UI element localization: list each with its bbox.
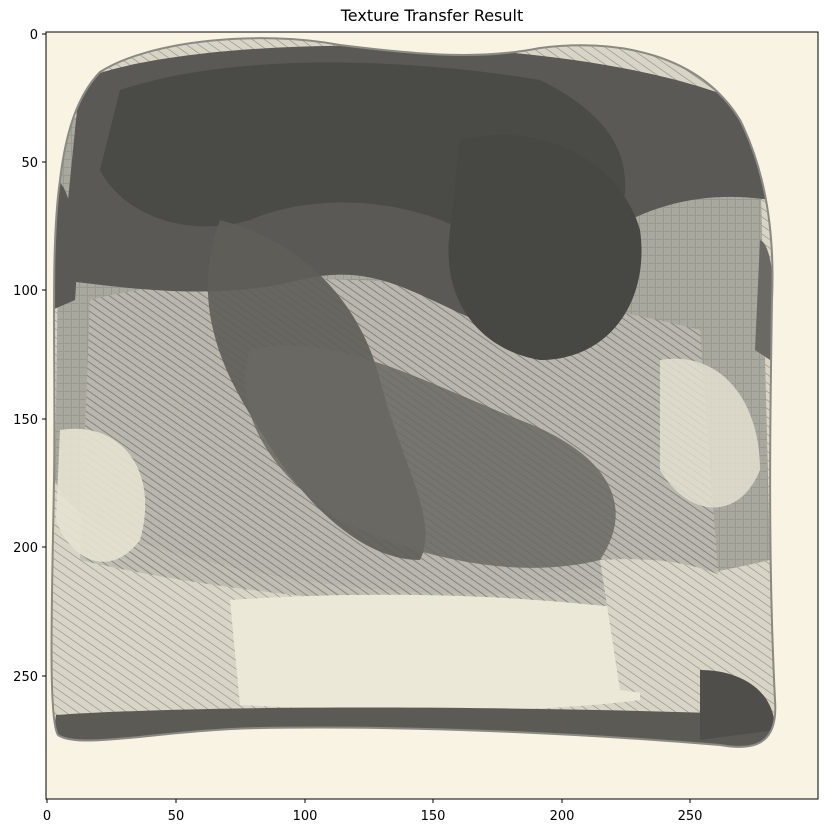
- y-tick-label: 50: [21, 156, 38, 171]
- y-tick-label: 250: [13, 670, 38, 685]
- x-axis: 0 50 100 150 200 250: [43, 799, 703, 824]
- x-tick-label: 150: [421, 809, 446, 824]
- x-tick-label: 0: [43, 809, 51, 824]
- image-area: [40, 30, 820, 799]
- toast-texture: [40, 30, 820, 790]
- y-axis: 0 50 100 150 200 250: [13, 28, 46, 685]
- y-tick-label: 100: [13, 284, 38, 299]
- y-tick-label: 150: [13, 413, 38, 428]
- y-tick-label: 200: [13, 541, 38, 556]
- y-tick-label: 0: [30, 28, 38, 43]
- x-tick-label: 50: [168, 809, 185, 824]
- x-tick-label: 200: [550, 809, 575, 824]
- x-tick-label: 100: [293, 809, 318, 824]
- x-tick-label: 250: [678, 809, 703, 824]
